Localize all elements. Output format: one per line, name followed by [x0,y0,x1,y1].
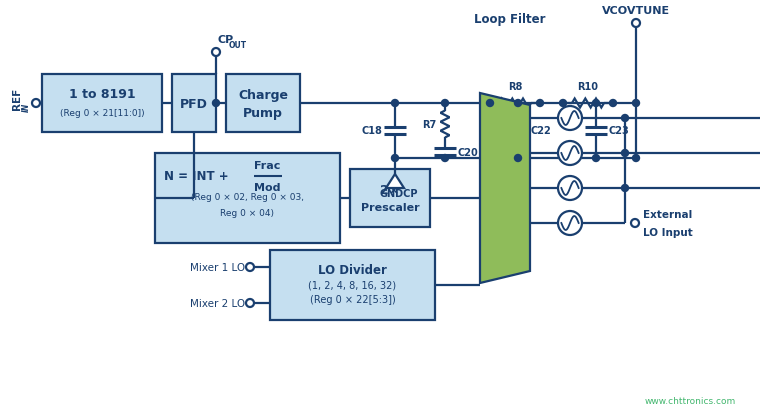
Circle shape [631,219,639,228]
Text: LO Input: LO Input [643,228,693,237]
Bar [226,75,300,133]
Circle shape [246,299,254,307]
Circle shape [515,100,522,107]
Circle shape [32,100,40,108]
Text: www.chttronics.com: www.chttronics.com [644,396,735,405]
Text: (Reg 0 × 02, Reg 0 × 03,: (Reg 0 × 02, Reg 0 × 03, [191,192,304,201]
Text: PFD: PFD [180,97,208,110]
Text: LO Divider: LO Divider [318,263,387,276]
Text: External: External [643,209,692,219]
Text: REF: REF [12,88,22,110]
Text: Mod: Mod [254,183,281,192]
Circle shape [246,263,254,271]
Circle shape [487,100,494,107]
Text: (Reg 0 × 21[11:0]): (Reg 0 × 21[11:0]) [60,109,144,118]
Circle shape [622,115,629,122]
Circle shape [391,100,398,107]
Circle shape [558,107,582,131]
Circle shape [609,100,616,107]
Circle shape [558,142,582,166]
Bar [42,75,162,133]
Bar [172,75,216,133]
Text: C20: C20 [458,147,479,157]
Text: Frac: Frac [254,161,281,171]
Circle shape [560,100,567,107]
Circle shape [558,177,582,201]
Circle shape [622,185,629,192]
Circle shape [632,155,639,162]
Circle shape [632,100,639,107]
Text: R8: R8 [508,82,522,92]
Polygon shape [386,175,404,189]
Circle shape [442,100,449,107]
Text: Charge: Charge [238,88,288,101]
Circle shape [515,155,522,162]
Text: OUT: OUT [229,41,247,50]
Bar [350,170,430,228]
Text: 2×: 2× [381,183,400,196]
Circle shape [391,155,398,162]
Circle shape [632,20,640,28]
Text: Pump: Pump [243,106,283,119]
Text: IN: IN [22,102,30,112]
Text: C18: C18 [361,126,382,136]
Text: VCOVTUNE: VCOVTUNE [602,6,670,16]
Text: C22: C22 [531,126,552,136]
Text: N = INT +: N = INT + [164,170,232,183]
Text: C23: C23 [609,126,630,136]
Circle shape [593,155,600,162]
Bar [270,250,435,320]
Text: Loop Filter: Loop Filter [474,12,546,26]
Text: 1 to 8191: 1 to 8191 [69,87,136,100]
Circle shape [622,150,629,157]
Polygon shape [480,94,530,283]
Circle shape [593,100,600,107]
Circle shape [212,49,220,57]
Text: Reg 0 × 04): Reg 0 × 04) [221,208,274,217]
Text: (Reg 0 × 22[5:3]): (Reg 0 × 22[5:3]) [310,294,395,304]
Circle shape [442,155,449,162]
Bar [155,154,340,243]
Circle shape [536,100,543,107]
Text: Mixer 2 LO: Mixer 2 LO [190,298,245,308]
Circle shape [212,100,219,107]
Circle shape [558,211,582,235]
Text: GNDCP: GNDCP [380,189,419,199]
Text: Prescaler: Prescaler [360,202,419,212]
Text: R10: R10 [577,82,598,92]
Text: Mixer 1 LO: Mixer 1 LO [190,262,245,272]
Text: CP: CP [218,35,234,45]
Text: R7: R7 [422,120,436,130]
Text: (1, 2, 4, 8, 16, 32): (1, 2, 4, 8, 16, 32) [308,279,397,289]
